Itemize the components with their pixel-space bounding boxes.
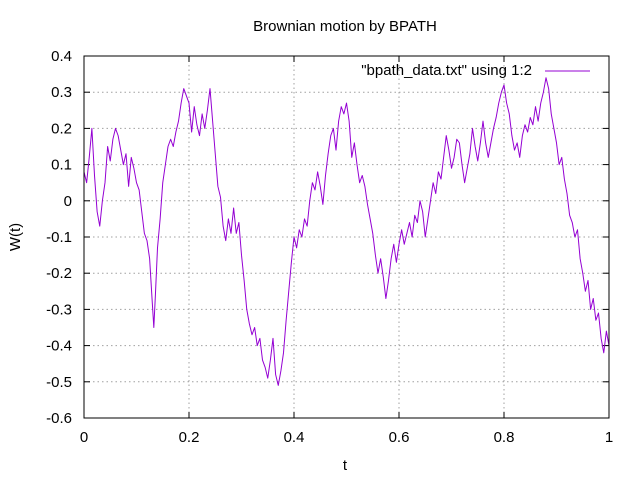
y-tick-label: 0 <box>64 193 72 210</box>
legend-label: "bpath_data.txt" using 1:2 <box>361 62 532 79</box>
x-tick-label: 0.8 <box>494 429 515 446</box>
y-tick-label: -0.1 <box>46 229 72 246</box>
x-tick-label: 0.2 <box>179 429 200 446</box>
x-tick-label: 0 <box>80 429 88 446</box>
y-tick-label: -0.4 <box>46 338 72 355</box>
y-tick-label: 0.3 <box>51 84 72 101</box>
x-tick-label: 0.4 <box>284 429 305 446</box>
series-line <box>83 77 610 386</box>
chart-title: Brownian motion by BPATH <box>253 18 437 35</box>
plot-frame <box>83 55 610 419</box>
y-tick-label: 0.1 <box>51 157 72 174</box>
y-axis-label: W(t) <box>7 223 24 251</box>
y-tick-label: -0.6 <box>46 410 72 427</box>
y-tick-label: -0.5 <box>46 374 72 391</box>
legend: "bpath_data.txt" using 1:2 <box>361 62 590 79</box>
x-axis-label: t <box>343 457 348 474</box>
axis-ticks <box>83 55 610 419</box>
x-tick-label: 1 <box>605 429 613 446</box>
y-tick-label: 0.2 <box>51 120 72 137</box>
y-tick-label: 0.4 <box>51 48 72 65</box>
x-tick-labels: 0 0.2 0.4 0.6 0.8 1 <box>80 429 613 446</box>
x-tick-label: 0.6 <box>389 429 410 446</box>
grid-lines <box>84 56 609 418</box>
y-tick-labels: 0.4 0.3 0.2 0.1 0 -0.1 -0.2 -0.3 -0.4 -0.5 -0.6 <box>46 48 72 427</box>
y-tick-label: -0.3 <box>46 301 72 318</box>
y-tick-label: -0.2 <box>46 265 72 282</box>
